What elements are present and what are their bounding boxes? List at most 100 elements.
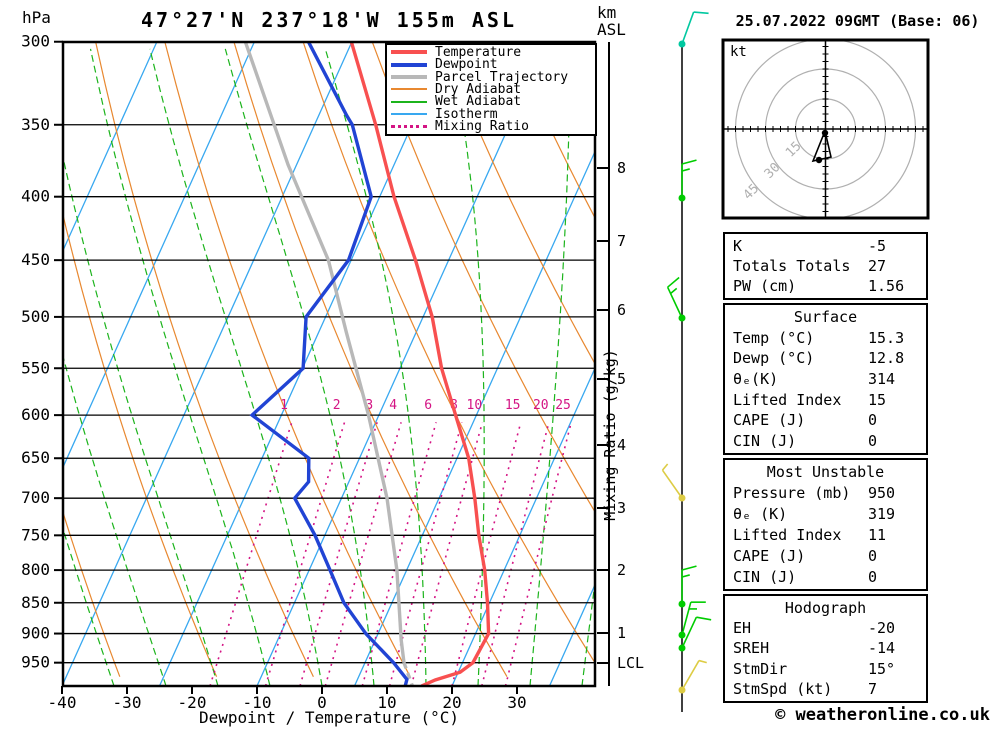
- pressure-tick-label: 750: [21, 525, 50, 544]
- temperature-tick-label: 0: [317, 693, 327, 712]
- row-value: 27: [868, 257, 887, 275]
- table-row: StmDir 15°: [733, 660, 918, 678]
- legend-line-sample: [391, 100, 427, 103]
- row-value: -14: [868, 639, 896, 658]
- legend-item-label: Temperature: [435, 44, 522, 60]
- skewt-background: 1 2 3 4 6 8 10 15 20 25: [63, 42, 595, 686]
- legend-item-label: Mixing Ratio: [435, 119, 529, 135]
- row-label: θₑ(K): [733, 369, 779, 388]
- pressure-tick-label: 850: [21, 593, 50, 612]
- height-axis-unit: km ASL: [597, 4, 626, 38]
- row-value: 15: [868, 390, 887, 409]
- row-label: Temp (°C): [733, 328, 815, 347]
- svg-text:2: 2: [333, 398, 341, 413]
- pressure-tick-label: 400: [21, 187, 50, 206]
- wind-barb: [661, 463, 686, 502]
- mixing-ratio-lines: [209, 422, 572, 686]
- legend-item-label: Isotherm: [435, 106, 498, 122]
- km-label: km: [597, 3, 617, 22]
- table-row: EH -20: [733, 619, 918, 637]
- pressure-tick-label: 950: [21, 653, 50, 672]
- table-row: Totals Totals 27: [733, 257, 918, 275]
- row-label: Dewp (°C): [733, 349, 815, 368]
- temperature-curve: [349, 42, 491, 686]
- svg-text:10: 10: [467, 398, 483, 413]
- most-unstable-table: Most Unstable Pressure (mb) 950 θₑ (K) 319 Li…: [723, 458, 928, 591]
- table-row: CAPE (J) 0: [733, 411, 918, 429]
- legend-line-sample: [391, 88, 427, 91]
- row-label: CIN (J): [733, 567, 797, 586]
- pressure-tick-label: 900: [21, 624, 50, 643]
- row-label: Totals Totals: [733, 257, 851, 275]
- table-row: CIN (J) 0: [733, 432, 918, 450]
- indices-table: K -5 Totals Totals 27 PW (cm) 1.56: [723, 232, 928, 300]
- pressure-tick-label: 500: [21, 307, 50, 326]
- svg-text:20: 20: [533, 398, 549, 413]
- temperature-tick-label: -30: [113, 693, 142, 712]
- table-row: Temp (°C) 15.3: [733, 329, 918, 347]
- legend-item-label: Wet Adiabat: [435, 94, 522, 110]
- pressure-tick-label: 700: [21, 488, 50, 507]
- legend-item: Parcel Trajectory: [387, 70, 595, 85]
- height-tick-label: 6: [617, 301, 626, 319]
- legend-item: Mixing Ratio: [387, 119, 595, 135]
- row-value: 11: [868, 525, 887, 544]
- wind-barb: [678, 616, 712, 652]
- pressure-tick-label: 450: [21, 250, 50, 269]
- row-value: 950: [868, 484, 896, 503]
- row-value: 0: [868, 567, 878, 586]
- row-value: -20: [868, 619, 896, 638]
- temperature-axis: -40 -30 -20 -10 0 10 20 30: [48, 686, 527, 712]
- table-row: Dewp (°C) 12.8: [733, 349, 918, 367]
- row-label: SREH: [733, 639, 770, 658]
- pressure-tick-label: 300: [21, 32, 50, 51]
- legend-line-sample: [391, 113, 427, 116]
- temperature-tick-label: 10: [377, 693, 396, 712]
- row-value: 319: [868, 505, 896, 524]
- svg-text:1: 1: [280, 398, 288, 413]
- legend-line-sample: [391, 50, 427, 55]
- surface-table: Surface Temp (°C) 15.3 Dewp (°C) 12.8 θₑ(K) 31…: [723, 303, 928, 455]
- temperature-tick-label: -20: [178, 693, 207, 712]
- row-label: StmDir: [733, 659, 788, 678]
- station-title: 47°27'N 237°18'W 155m ASL: [140, 8, 518, 32]
- table-row: SREH -14: [733, 639, 918, 657]
- height-tick-label: 3: [617, 499, 626, 517]
- svg-text:3: 3: [365, 398, 373, 413]
- row-value: 15.3: [868, 328, 905, 347]
- legend-item-label: Dry Adiabat: [435, 81, 522, 97]
- wind-barb: [666, 276, 686, 322]
- pressure-tick-label: 350: [21, 115, 50, 134]
- mixing-ratio-labels: 1 2 3 4 6 8 10 15 20 25: [280, 398, 571, 413]
- height-tick-label: LCL: [617, 654, 644, 672]
- parcel-trajectory-curve: [243, 42, 406, 663]
- wind-barb: [678, 11, 709, 48]
- row-label: CAPE (J): [733, 411, 806, 430]
- legend-line-sample: [391, 75, 427, 80]
- table-row: Lifted Index 15: [733, 391, 918, 409]
- row-label: θₑ (K): [733, 505, 788, 524]
- height-tick-label: 8: [617, 159, 626, 177]
- legend-item: Isotherm: [387, 106, 595, 122]
- pressure-tick-label: 800: [21, 560, 50, 579]
- sounding-profiles: [243, 42, 491, 686]
- table-row: θₑ (K) 319: [733, 505, 918, 523]
- table-title: Most Unstable: [766, 463, 885, 482]
- pressure-grid-lines: [63, 124, 595, 664]
- height-tick-label: 4: [617, 436, 626, 454]
- table-row: CAPE (J) 0: [733, 547, 918, 565]
- row-label: StmSpd (kt): [733, 679, 833, 698]
- row-label: CAPE (J): [733, 546, 806, 565]
- wind-barb: [678, 565, 697, 608]
- svg-text:25: 25: [555, 398, 571, 413]
- datetime-title: 25.07.2022 09GMT (Base: 06): [735, 12, 980, 30]
- pressure-tick-label: 550: [21, 358, 50, 377]
- row-label: Pressure (mb): [733, 484, 851, 503]
- pressure-tick-label: 600: [21, 405, 50, 424]
- pressure-axis-unit: hPa: [22, 8, 51, 27]
- row-value: 7: [868, 679, 878, 698]
- row-value: 1.56: [868, 277, 905, 295]
- legend-line-sample: [391, 125, 427, 129]
- hodograph-dot: [821, 129, 829, 137]
